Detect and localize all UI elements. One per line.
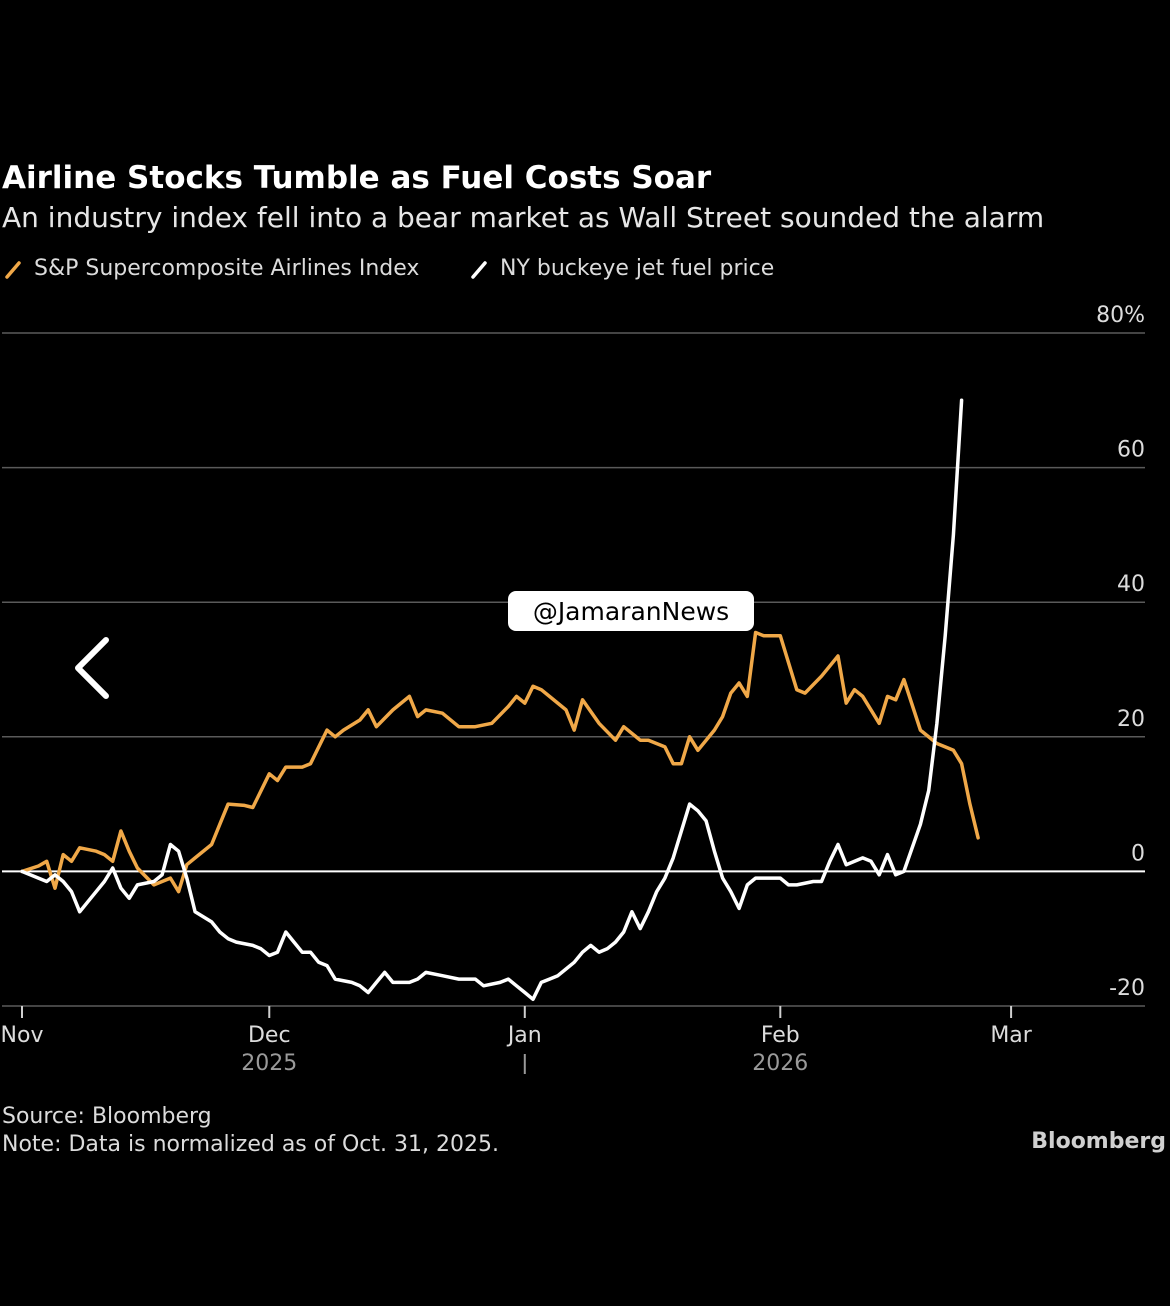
- back-button[interactable]: [60, 628, 130, 708]
- normalization-note: Note: Data is normalized as of Oct. 31, …: [2, 1132, 499, 1157]
- y-tick-label: 60: [1117, 438, 1145, 463]
- x-tick-label: Dec: [248, 1023, 291, 1048]
- legend-label-airlines: S&P Supercomposite Airlines Index: [34, 256, 420, 281]
- y-tick-label: 20: [1117, 707, 1145, 732]
- legend-swatch-fuel: [471, 260, 487, 279]
- source-note: Source: Bloomberg: [2, 1104, 212, 1129]
- legend-label-fuel: NY buckeye jet fuel price: [500, 256, 775, 281]
- x-year-label: 2026: [752, 1051, 808, 1076]
- y-tick-label: 0: [1131, 841, 1145, 866]
- x-tick-label: Feb: [761, 1023, 800, 1048]
- x-tick-label: Jan: [506, 1023, 542, 1048]
- bloomberg-logo: Bloomberg: [1031, 1129, 1166, 1154]
- legend-swatch-airlines: [5, 260, 21, 279]
- chevron-left-icon: [75, 637, 109, 699]
- legend-item-airlines: S&P Supercomposite Airlines Index: [4, 256, 419, 281]
- x-tick-label: Nov: [1, 1023, 44, 1048]
- y-tick-label: -20: [1109, 976, 1145, 1001]
- chart-subtitle: An industry index fell into a bear marke…: [2, 201, 1045, 234]
- series-line-airlines: [20, 630, 980, 894]
- x-tick-label: Mar: [990, 1023, 1032, 1048]
- legend-item-fuel: NY buckeye jet fuel price: [470, 256, 774, 281]
- chart-title: Airline Stocks Tumble as Fuel Costs Soar: [2, 160, 712, 196]
- series-line-fuel: [20, 398, 964, 1002]
- x-year-label: 2025: [241, 1051, 297, 1076]
- y-tick-label: 80%: [1096, 303, 1145, 328]
- watermark-label: @JamaranNews: [508, 591, 754, 631]
- y-tick-label: 40: [1117, 572, 1145, 597]
